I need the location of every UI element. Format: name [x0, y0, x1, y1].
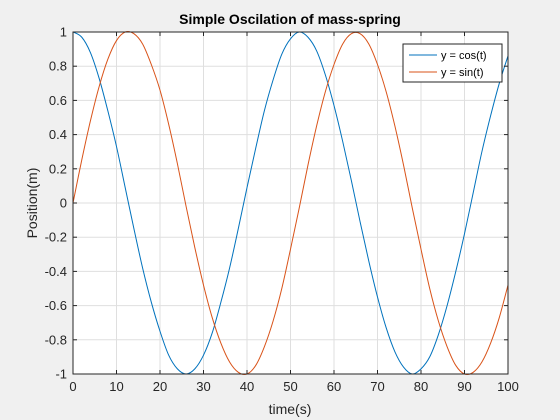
y-tick-label: -0.4: [45, 264, 67, 279]
legend: y = cos(t) y = sin(t): [402, 43, 503, 83]
y-tick-label: -0.6: [45, 298, 67, 313]
x-tick-label: 100: [497, 379, 519, 394]
chart-title: Simple Oscilation of mass-spring: [179, 11, 401, 27]
x-tick-labels: 0 10 20 30 40 50 60 70 80 90 100: [69, 379, 518, 394]
x-tick-label: 90: [457, 379, 471, 394]
x-tick-label: 20: [153, 379, 167, 394]
x-tick-label: 30: [196, 379, 210, 394]
ticks: [72, 31, 509, 375]
x-tick-label: 0: [69, 379, 76, 394]
y-tick-label: -0.2: [45, 230, 67, 245]
x-tick-label: 10: [109, 379, 123, 394]
series-layer: [72, 31, 509, 375]
y-tick-label: 0.6: [49, 93, 67, 108]
x-tick-label: 50: [283, 379, 297, 394]
x-axis-label: time(s): [269, 401, 312, 417]
y-tick-label: 0.8: [49, 59, 67, 74]
y-tick-labels: -1 -0.8 -0.6 -0.4 -0.2 0 0.2 0.4 0.6 0.8 1: [45, 25, 67, 382]
series-line-sin: [72, 31, 509, 375]
y-tick-label: -1: [55, 367, 67, 382]
legend-box: [402, 43, 503, 83]
x-tick-label: 60: [327, 379, 341, 394]
legend-label-sin: y = sin(t): [441, 67, 483, 79]
y-tick-label: 0.2: [49, 161, 67, 176]
y-axis-label: Position(m): [24, 168, 40, 239]
y-tick-label: 1: [60, 25, 67, 40]
x-tick-label: 80: [414, 379, 428, 394]
series-line-cos: [72, 31, 509, 375]
y-tick-label: -0.8: [45, 332, 67, 347]
x-tick-label: 70: [370, 379, 384, 394]
y-tick-label: 0.4: [49, 127, 67, 142]
x-tick-label: 40: [240, 379, 254, 394]
y-tick-label: 0: [60, 196, 67, 211]
legend-label-cos: y = cos(t): [441, 50, 487, 62]
